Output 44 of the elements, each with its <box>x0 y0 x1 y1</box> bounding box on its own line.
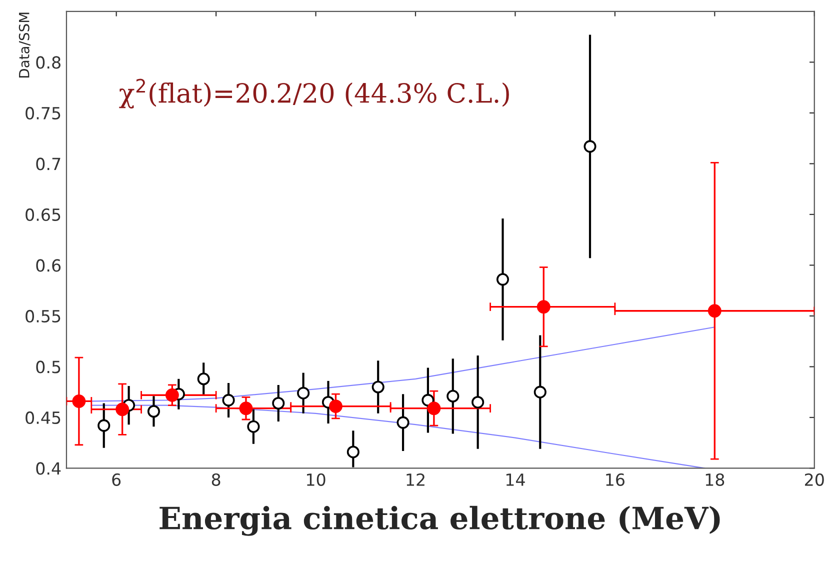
y-tick-label: 0.65 <box>26 208 60 222</box>
point <box>534 386 546 398</box>
point <box>708 304 722 318</box>
point <box>247 420 260 433</box>
x-tick-label: 14 <box>506 474 525 486</box>
point <box>427 402 441 416</box>
point <box>147 405 160 418</box>
point <box>496 273 510 286</box>
line-series <box>90 326 716 402</box>
x-tick-label: 16 <box>606 473 624 486</box>
point <box>536 300 550 314</box>
x-tick-label: 6 <box>112 473 121 486</box>
x-tick-label: 12 <box>406 473 424 486</box>
point <box>197 372 210 386</box>
point <box>98 419 110 432</box>
y-tick-label: 0.6 <box>36 259 61 272</box>
y-tick-label: 0.55 <box>26 310 60 323</box>
point <box>272 396 285 410</box>
point <box>396 416 410 429</box>
point <box>239 402 253 416</box>
y-tick-label: 0.8 <box>36 56 60 69</box>
y-tick-label: 0.45 <box>26 411 60 424</box>
y-tick-label: 0.75 <box>26 106 60 120</box>
point <box>372 380 384 394</box>
point <box>222 394 235 406</box>
point <box>472 396 484 409</box>
point <box>346 446 360 458</box>
x-tick-label: 10 <box>307 473 326 486</box>
point <box>297 386 310 400</box>
point <box>116 402 130 416</box>
annotation: χ$^{2}$(flat)=20.2/20 (44.3% C.L.) <box>119 78 509 108</box>
x-axis-title: Energia cinetica elettrone (MeV) <box>160 506 720 536</box>
x-tick-label: 8 <box>212 473 220 486</box>
point <box>584 140 596 153</box>
point <box>165 388 179 402</box>
point <box>329 400 342 414</box>
point <box>72 394 86 408</box>
x-tick-label: 20 <box>804 473 824 486</box>
y-tick-label: 0.4 <box>36 462 61 475</box>
x-tick-label: 18 <box>706 473 724 486</box>
y-tick-label: 0.5 <box>36 360 60 374</box>
point <box>446 390 460 402</box>
y-axis-title: Data/SSM <box>18 12 30 78</box>
y-tick-label: 0.7 <box>36 158 60 170</box>
